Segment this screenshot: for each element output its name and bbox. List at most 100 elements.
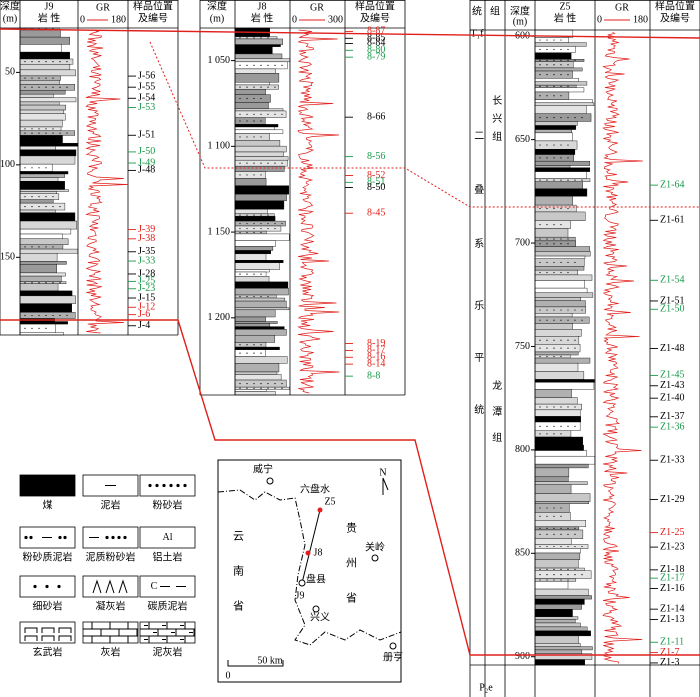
place-marker xyxy=(312,605,320,613)
lith-dot xyxy=(546,48,548,51)
lith-dot xyxy=(38,167,40,169)
lith-dot xyxy=(38,61,40,63)
lith-dot xyxy=(546,433,548,435)
lith-band xyxy=(234,102,269,110)
lith-dot xyxy=(539,144,541,146)
lith-band xyxy=(534,588,589,596)
lith-band xyxy=(234,371,278,375)
lith-dot xyxy=(539,406,541,408)
lith-dot xyxy=(260,86,262,88)
lith-dot xyxy=(52,205,54,208)
pattern xyxy=(41,635,55,641)
lith-band xyxy=(534,501,589,504)
lith-dot xyxy=(553,515,555,517)
lith-dot xyxy=(45,282,47,284)
lith-dot xyxy=(281,113,283,115)
pattern xyxy=(169,483,173,488)
lith-dot xyxy=(24,314,26,317)
lith-dot xyxy=(539,507,541,509)
sample-label: 8-51 xyxy=(367,177,385,188)
lith-dot xyxy=(45,196,47,198)
lith-band xyxy=(234,156,289,161)
pattern xyxy=(92,579,102,594)
sample-header: 样品位置 xyxy=(655,0,695,12)
lith-band xyxy=(534,132,573,142)
lith-dot xyxy=(553,207,555,210)
depth-tick-label: 750 xyxy=(515,341,530,352)
lith-dot xyxy=(553,533,555,535)
sample-label: J-6 xyxy=(138,309,150,320)
lith-dot xyxy=(553,574,555,576)
lith-dot xyxy=(546,545,548,548)
depth-tick-label: 1 050 xyxy=(208,55,231,66)
lith-band xyxy=(534,548,581,554)
lith-dot xyxy=(567,144,569,146)
lith-dot xyxy=(546,116,548,119)
lith-band xyxy=(234,253,267,261)
lith-band xyxy=(534,266,585,271)
lith-band xyxy=(534,643,581,647)
lith-dot xyxy=(267,37,269,39)
lith-dot xyxy=(553,545,555,548)
sample-label: 8-87 xyxy=(367,26,385,37)
lith-dot xyxy=(24,128,26,130)
lith-band xyxy=(19,149,77,157)
lith-dot xyxy=(274,227,276,230)
lith-band xyxy=(234,297,286,302)
lith-dot xyxy=(274,387,276,389)
depth-tick-label: 900 xyxy=(515,651,530,662)
lith-band xyxy=(534,659,585,666)
lith-dot xyxy=(246,113,248,115)
lith-dot xyxy=(260,295,262,298)
lith-dot xyxy=(560,527,562,530)
lith-band xyxy=(534,246,591,252)
lith-band xyxy=(534,171,587,179)
lith-band xyxy=(19,113,66,121)
lith-band xyxy=(234,140,281,147)
lith-band xyxy=(234,321,278,324)
lith-band xyxy=(234,246,274,251)
lith-band xyxy=(19,275,62,282)
lith-dot xyxy=(45,327,47,330)
lith-dot xyxy=(246,295,248,298)
lith-dot xyxy=(246,387,248,389)
legend-box xyxy=(19,474,76,497)
lith-dot xyxy=(546,179,548,181)
lith-dot xyxy=(546,527,548,530)
lith-dot xyxy=(59,314,61,317)
lith-band xyxy=(534,476,569,482)
lith-band xyxy=(534,196,573,206)
lith-band xyxy=(534,67,583,72)
lith-dot xyxy=(560,207,562,210)
top-unit: T₁f xyxy=(471,28,485,39)
lith-band xyxy=(234,82,271,86)
north-arrow xyxy=(382,477,389,495)
legend-box xyxy=(82,526,139,549)
lith-dot xyxy=(553,238,555,240)
lith-band xyxy=(19,290,73,297)
lith-band xyxy=(234,329,287,336)
lith-dot xyxy=(581,179,583,181)
lith-band xyxy=(19,209,56,213)
legend-symbol: C xyxy=(151,581,158,592)
place-marker xyxy=(371,554,379,562)
lith-dot xyxy=(31,128,33,130)
lith-dot xyxy=(539,224,541,226)
gr-curve xyxy=(85,29,128,334)
lith-band xyxy=(19,80,60,85)
lith-dot xyxy=(59,61,61,63)
lith-dot xyxy=(567,545,569,548)
lith-dot xyxy=(553,579,555,581)
lith-dot xyxy=(574,261,576,264)
lith-dot xyxy=(553,319,555,321)
pattern xyxy=(41,627,55,633)
lith-dot xyxy=(31,77,33,79)
lith-dot xyxy=(253,344,255,346)
lith-band xyxy=(534,646,593,651)
lith-band xyxy=(534,436,583,446)
lith-dot xyxy=(553,74,555,76)
lith-band xyxy=(534,581,569,590)
lith-dot xyxy=(66,61,68,63)
lith-band xyxy=(534,567,585,571)
lith-band xyxy=(534,526,580,531)
